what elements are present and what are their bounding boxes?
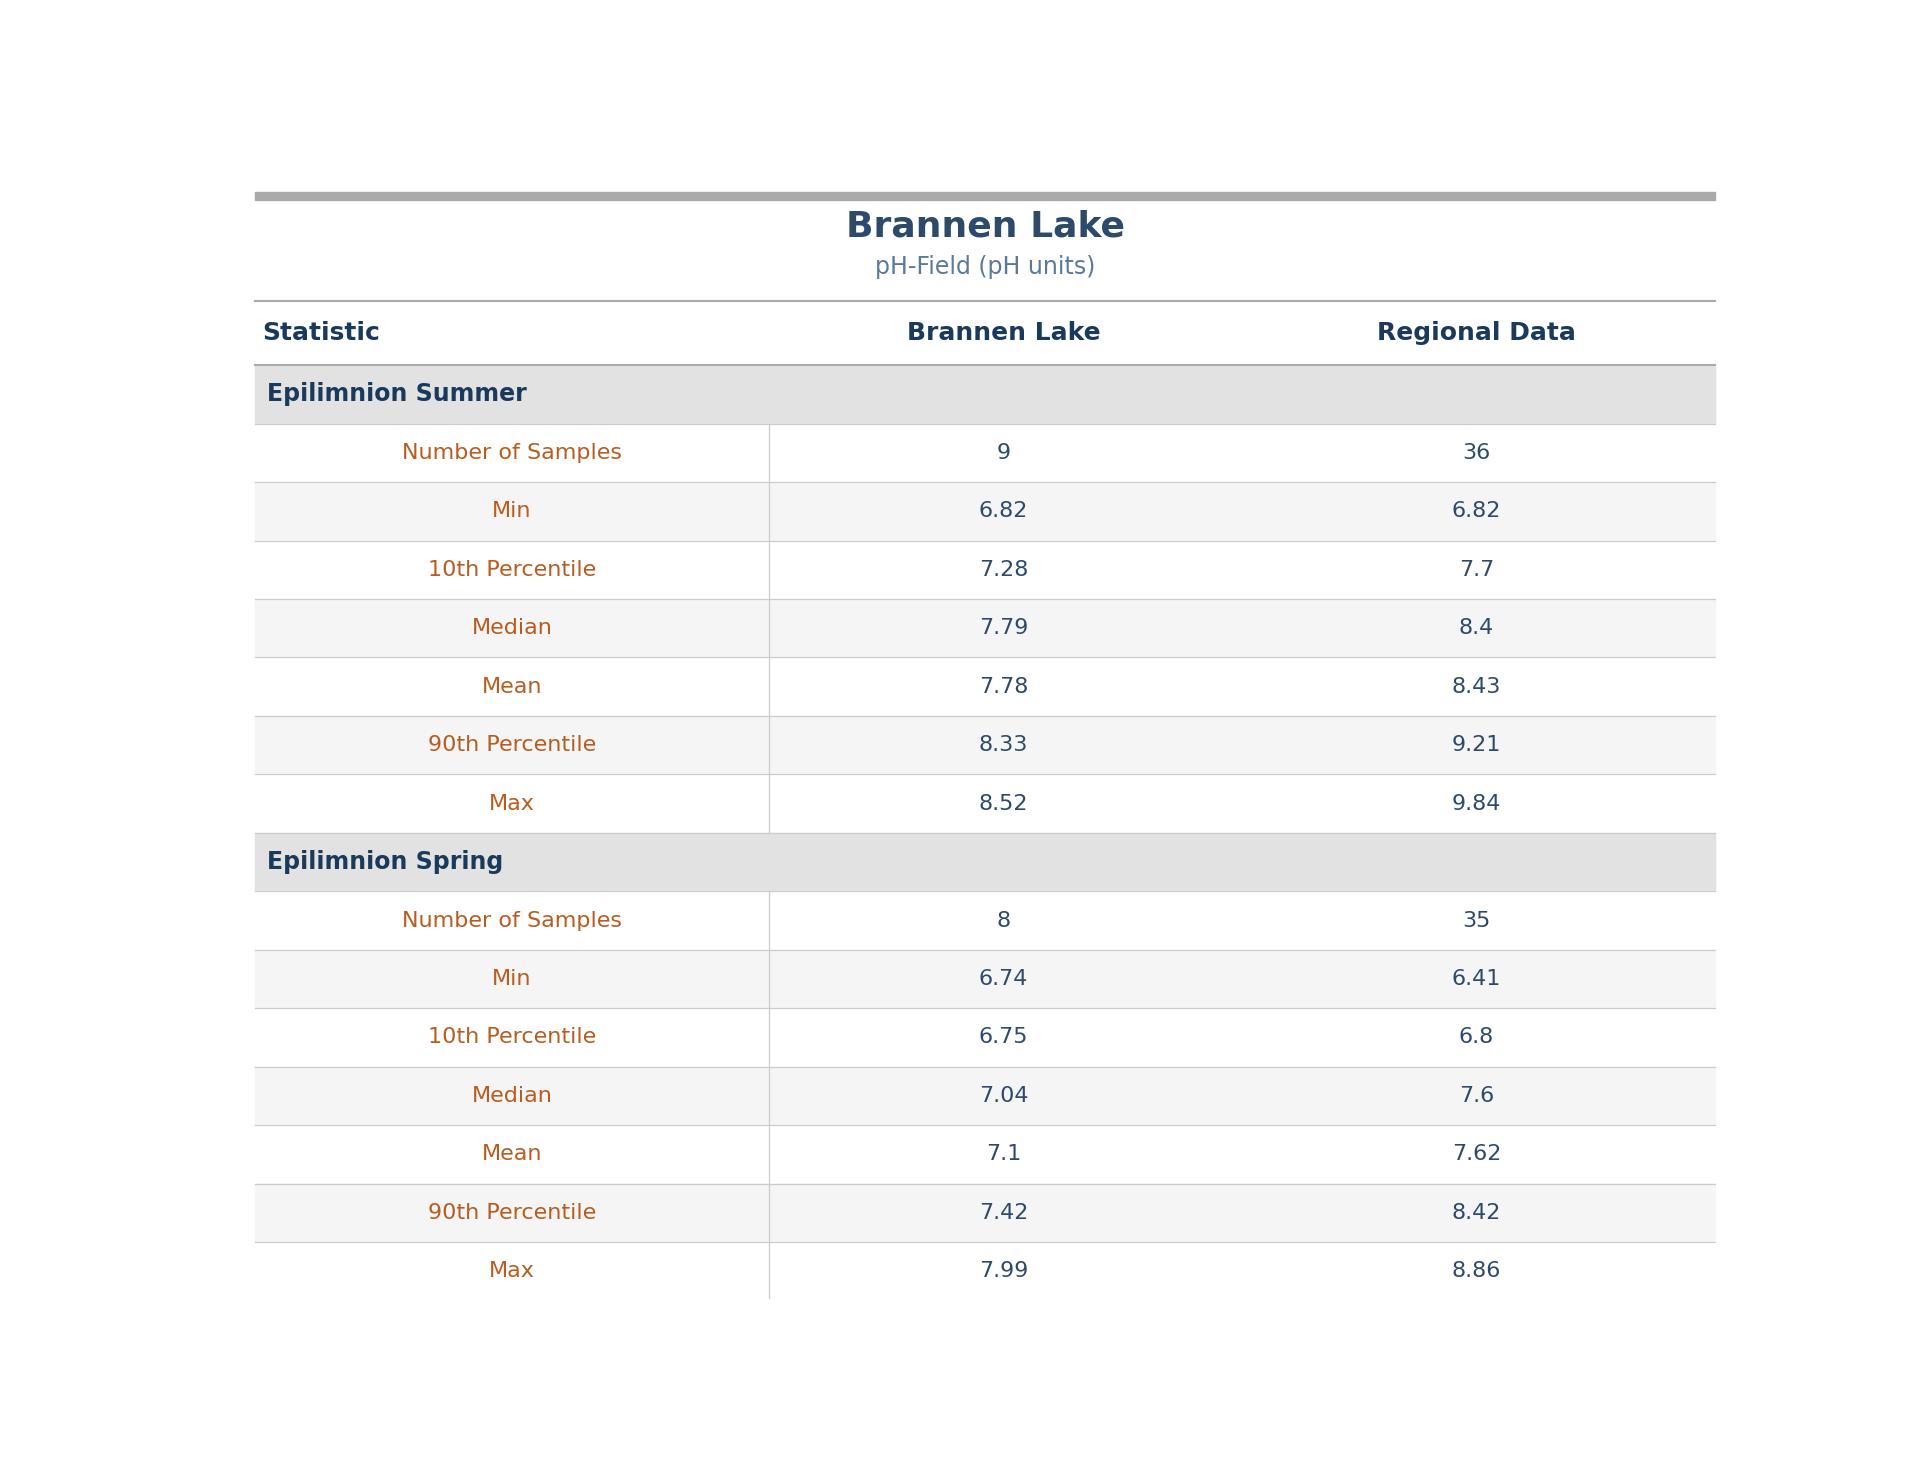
Text: Median: Median [471,618,552,638]
Bar [256,657,1714,715]
Text: 90th Percentile: 90th Percentile [429,736,596,755]
Text: 7.6: 7.6 [1459,1086,1493,1105]
Text: 7.28: 7.28 [978,559,1028,580]
Text: 7.78: 7.78 [978,677,1028,696]
Bar [256,891,1714,950]
Text: 7.04: 7.04 [978,1086,1028,1105]
Text: 8.33: 8.33 [978,736,1028,755]
Text: Max: Max [490,1261,534,1282]
Text: 6.74: 6.74 [978,969,1028,988]
Bar [256,423,1714,482]
Text: 6.82: 6.82 [978,501,1028,521]
Text: 6.75: 6.75 [978,1028,1028,1047]
Text: 7.62: 7.62 [1451,1145,1501,1165]
Text: 8: 8 [998,911,1011,930]
Text: 8.43: 8.43 [1451,677,1501,696]
Text: 90th Percentile: 90th Percentile [429,1203,596,1223]
Bar [256,832,1714,891]
Text: 9.84: 9.84 [1451,794,1501,813]
Text: 6.82: 6.82 [1451,501,1501,521]
Text: 6.8: 6.8 [1459,1028,1493,1047]
Text: 7.42: 7.42 [978,1203,1028,1223]
Text: Brannen Lake: Brannen Lake [907,321,1101,345]
Text: 8.86: 8.86 [1451,1261,1501,1282]
Bar [256,1242,1714,1301]
Text: pH-Field (pH units): pH-Field (pH units) [875,255,1096,279]
Text: 7.7: 7.7 [1459,559,1493,580]
Text: 9.21: 9.21 [1451,736,1501,755]
Text: Epilimnion Spring: Epilimnion Spring [267,850,504,875]
Text: 9: 9 [998,442,1011,463]
Text: 7.79: 7.79 [978,618,1028,638]
Bar [256,599,1714,657]
Text: 6.41: 6.41 [1451,969,1501,988]
Bar [256,1009,1714,1067]
Text: 7.1: 7.1 [986,1145,1021,1165]
Text: Max: Max [490,794,534,813]
Text: Brannen Lake: Brannen Lake [846,210,1124,244]
Text: Mean: Mean [482,1145,542,1165]
Text: Min: Min [492,501,532,521]
Bar [256,193,1714,200]
Text: Mean: Mean [482,677,542,696]
Text: Epilimnion Summer: Epilimnion Summer [267,383,527,406]
Bar [256,1126,1714,1184]
Bar [256,365,1714,423]
Text: Number of Samples: Number of Samples [402,442,623,463]
Text: 10th Percentile: 10th Percentile [429,559,596,580]
Bar [256,1067,1714,1126]
Text: 35: 35 [1463,911,1491,930]
Bar [256,715,1714,774]
Bar [256,301,1714,365]
Bar [256,540,1714,599]
Text: Min: Min [492,969,532,988]
Bar [256,950,1714,1009]
Text: Median: Median [471,1086,552,1105]
Bar [256,774,1714,832]
Text: 8.4: 8.4 [1459,618,1493,638]
Text: Regional Data: Regional Data [1378,321,1576,345]
Text: Number of Samples: Number of Samples [402,911,623,930]
Text: 36: 36 [1463,442,1491,463]
Bar [256,1184,1714,1242]
Text: 10th Percentile: 10th Percentile [429,1028,596,1047]
Text: 7.99: 7.99 [978,1261,1028,1282]
Text: 8.52: 8.52 [978,794,1028,813]
Bar [256,482,1714,540]
Text: 8.42: 8.42 [1451,1203,1501,1223]
Text: Statistic: Statistic [263,321,381,345]
